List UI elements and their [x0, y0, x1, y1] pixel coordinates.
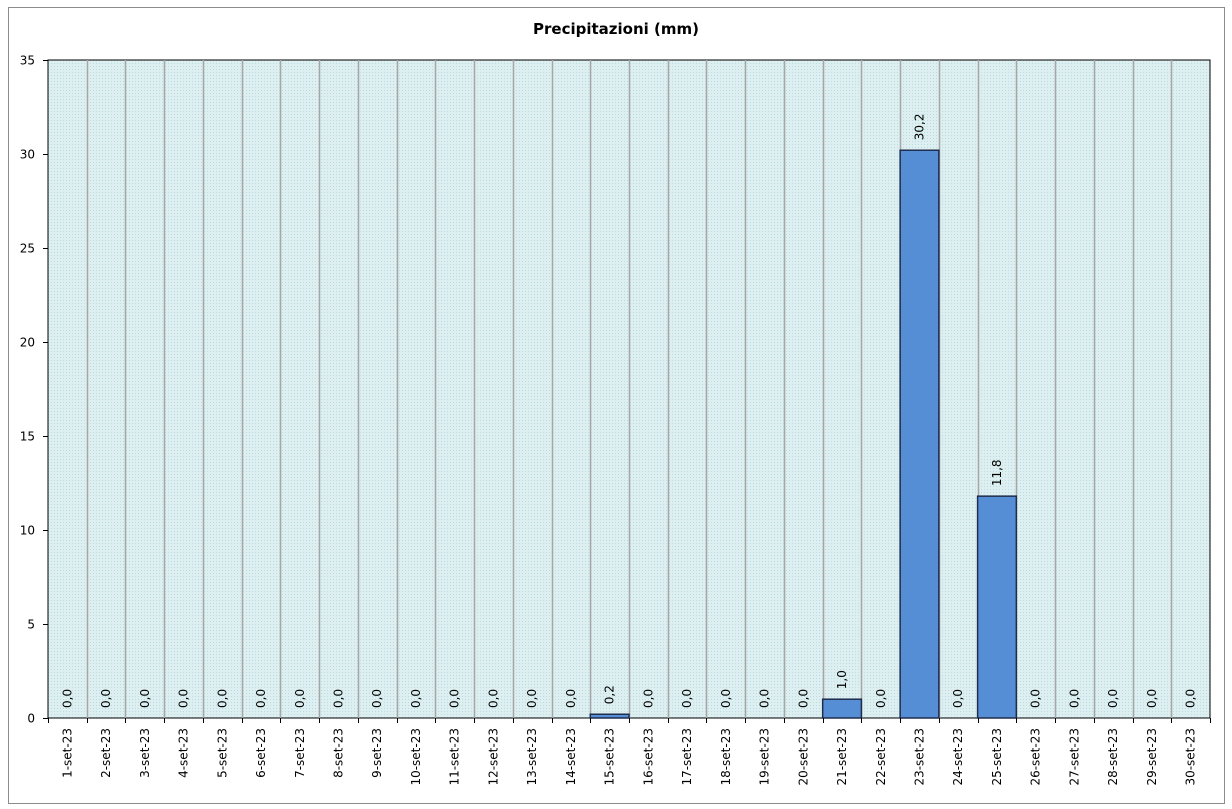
data-label: 0,0 [641, 689, 655, 708]
bar [589, 713, 630, 719]
bar [976, 495, 1018, 719]
data-label: 0,0 [254, 689, 268, 708]
y-tick-label: 35 [20, 54, 35, 68]
x-tick-label: 23-set-23 [913, 728, 927, 786]
data-labels: 0,0 0,0 0,0 0,0 0,0 0,0 0,0 0,0 0,0 0,0 0,0 0,0 0,0 0… [60, 114, 1197, 708]
data-label: 0,0 [409, 689, 423, 708]
data-label: 0,0 [370, 689, 384, 708]
data-label: 0,0 [758, 689, 772, 708]
x-tick-label: 10-set-23 [409, 728, 423, 786]
data-label: 1,0 [835, 670, 849, 689]
gridlines [86, 60, 1173, 718]
x-tick-label: 17-set-23 [680, 728, 694, 786]
data-label: 0,0 [874, 689, 888, 708]
x-tick-label: 24-set-23 [951, 728, 965, 786]
x-tick-label: 26-set-23 [1029, 728, 1043, 786]
x-tick-label: 22-set-23 [874, 728, 888, 786]
x-tick-label: 29-set-23 [1145, 728, 1159, 786]
y-tick-label: 20 [20, 336, 35, 350]
x-tick-label: 13-set-23 [525, 728, 539, 786]
data-label: 0,0 [332, 689, 346, 708]
x-tick-label: 16-set-23 [641, 728, 655, 786]
x-tick-label: 12-set-23 [486, 728, 500, 786]
y-tick-label: 25 [20, 242, 35, 256]
bar [821, 698, 863, 719]
bar [899, 149, 940, 719]
data-label: 0,0 [1067, 689, 1081, 708]
x-tick-label: 7-set-23 [293, 728, 307, 778]
x-tick-label: 11-set-23 [448, 728, 462, 786]
x-tick-label: 14-set-23 [564, 728, 578, 786]
x-tick-label: 9-set-23 [370, 728, 384, 778]
x-axis: 1-set-23 2-set-23 3-set-23 4-set-23 5-set-23… [48, 718, 1211, 786]
data-label: 0,0 [60, 689, 74, 708]
y-tick-label: 30 [20, 148, 35, 162]
bars [589, 149, 1018, 719]
x-tick-label: 30-set-23 [1184, 728, 1198, 786]
x-tick-label: 25-set-23 [990, 728, 1004, 786]
data-label: 0,0 [680, 689, 694, 708]
y-axis: 0 5 10 15 20 25 30 35 [20, 54, 48, 726]
data-label: 0,2 [603, 685, 617, 704]
x-tick-label: 15-set-23 [603, 728, 617, 786]
data-label: 0,0 [215, 689, 229, 708]
x-tick-label: 6-set-23 [254, 728, 268, 778]
data-label: 0,0 [719, 689, 733, 708]
chart-title: Precipitazioni (mm) [533, 20, 699, 38]
x-tick-label: 2-set-23 [99, 728, 113, 778]
y-tick-label: 15 [20, 430, 35, 444]
data-label: 0,0 [796, 689, 810, 708]
x-tick-label: 21-set-23 [835, 728, 849, 786]
data-label: 0,0 [486, 689, 500, 708]
x-tick-label: 5-set-23 [215, 728, 229, 778]
y-tick-label: 0 [27, 712, 35, 726]
data-label: 0,0 [293, 689, 307, 708]
data-label: 0,0 [1029, 689, 1043, 708]
y-tick-label: 5 [27, 618, 35, 632]
data-label: 0,0 [951, 689, 965, 708]
data-label: 0,0 [1184, 689, 1198, 708]
data-label: 0,0 [525, 689, 539, 708]
data-label: 0,0 [1145, 689, 1159, 708]
x-tick-label: 8-set-23 [332, 728, 346, 778]
data-label: 30,2 [913, 114, 927, 141]
x-tick-label: 18-set-23 [719, 728, 733, 786]
x-tick-label: 3-set-23 [138, 728, 152, 778]
data-label: 0,0 [564, 689, 578, 708]
data-label: 11,8 [990, 459, 1004, 486]
x-tick-label: 27-set-23 [1067, 728, 1081, 786]
x-tick-label: 28-set-23 [1106, 728, 1120, 786]
data-label: 0,0 [448, 689, 462, 708]
x-tick-label: 4-set-23 [177, 728, 191, 778]
y-tick-label: 10 [20, 524, 35, 538]
data-label: 0,0 [177, 689, 191, 708]
data-label: 0,0 [138, 689, 152, 708]
data-label: 0,0 [1106, 689, 1120, 708]
data-label: 0,0 [99, 689, 113, 708]
x-tick-label: 1-set-23 [60, 728, 74, 778]
x-tick-label: 20-set-23 [796, 728, 810, 786]
x-tick-label: 19-set-23 [758, 728, 772, 786]
